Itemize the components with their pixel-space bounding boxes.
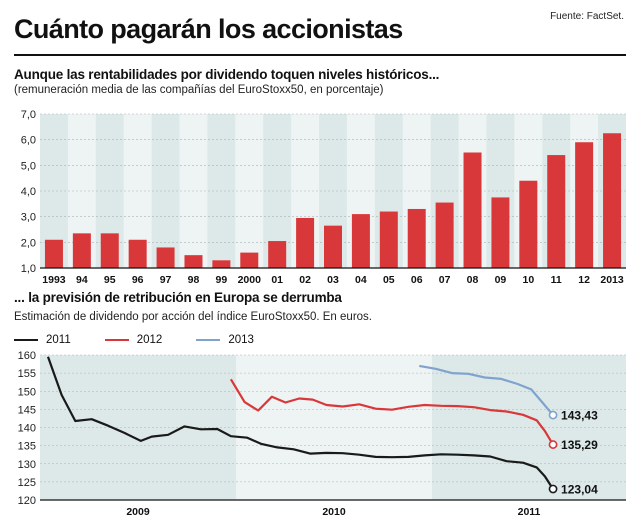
- y-tick-label-6,0: 6,0: [21, 135, 36, 147]
- end-marker-2013: [548, 410, 558, 420]
- y-tick-label-1,0: 1,0: [21, 263, 36, 275]
- x-tick-label-01: 01: [271, 274, 283, 285]
- line-chart-legend: 2011 2012 2013: [14, 333, 288, 347]
- x-tick-label-2000: 2000: [238, 274, 262, 285]
- source-note: Fuente: FactSet.: [550, 11, 624, 22]
- legend-item-2012: 2012: [104, 334, 163, 346]
- bar-99: [212, 260, 231, 268]
- legend-swatch-2012: [104, 339, 129, 341]
- y-tick-label-145: 145: [18, 404, 36, 416]
- legend-item-2011: 2011: [14, 334, 71, 346]
- bar-95: [100, 233, 119, 268]
- end-label-2013: 143,43: [561, 409, 598, 423]
- y-tick-label-150: 150: [18, 386, 36, 398]
- x-tick-label-2009: 2009: [126, 506, 150, 518]
- x-tick-label-1993: 1993: [42, 274, 66, 285]
- y-tick-label-5,0: 5,0: [21, 160, 36, 172]
- x-tick-label-04: 04: [355, 274, 367, 285]
- y-tick-label-160: 160: [18, 350, 36, 362]
- x-tick-label-10: 10: [522, 274, 534, 285]
- end-marker-2011: [548, 484, 558, 494]
- x-tick-label-09: 09: [495, 274, 507, 285]
- bar-08: [463, 152, 482, 268]
- bar-2000: [240, 252, 259, 268]
- page-title: Cuánto pagarán los accionistas: [14, 14, 403, 44]
- y-tick-label-120: 120: [18, 495, 36, 507]
- x-tick-label-98: 98: [188, 274, 200, 285]
- bar-05: [379, 211, 398, 268]
- end-label-2011: 123,04: [561, 482, 598, 496]
- dividend-estimate-line-chart: 120 125 130 135 140 145 150 155 160 123,04 135,29 1…: [18, 350, 626, 518]
- x-tick-label-07: 07: [439, 274, 451, 285]
- x-tick-label-2011: 2011: [518, 506, 541, 518]
- y-tick-label-135: 135: [18, 441, 36, 453]
- series-line-2012: [229, 378, 554, 446]
- legend-label-2012: 2012: [136, 334, 163, 346]
- x-tick-label-06: 06: [411, 274, 423, 285]
- legend-item-2013: 2013: [196, 334, 254, 346]
- legend-swatch-2011: [14, 339, 38, 341]
- x-tick-label-99: 99: [216, 274, 228, 285]
- bar-01: [268, 241, 287, 268]
- end-marker-2012: [548, 440, 558, 449]
- bar-06: [407, 208, 426, 268]
- bar-94: [72, 233, 91, 268]
- bar-04: [351, 214, 370, 268]
- bar-chart-subtitle: (remuneración media de las compañías del…: [14, 84, 384, 96]
- title-rule: [14, 54, 626, 56]
- bar-02: [296, 217, 315, 268]
- x-tick-label-2013: 2013: [600, 274, 624, 285]
- x-tick-label-08: 08: [467, 274, 479, 285]
- x-tick-label-12: 12: [578, 274, 590, 285]
- line-chart-subtitle: Estimación de dividendo por acción del í…: [14, 311, 372, 323]
- legend-label-2013: 2013: [228, 334, 254, 346]
- bar-98: [184, 255, 203, 268]
- x-tick-label-03: 03: [327, 274, 339, 285]
- dividend-yield-bar-chart: 1,0 2,0 3,0 4,0 5,0 6,0 7,0 1993 94 95 96 97 98 99 200…: [21, 109, 626, 285]
- x-tick-label-94: 94: [76, 274, 88, 285]
- x-tick-label-11: 11: [551, 274, 562, 285]
- y-tick-label-125: 125: [18, 477, 36, 489]
- bar-10: [519, 180, 538, 268]
- x-tick-label-02: 02: [299, 274, 311, 285]
- x-tick-label-97: 97: [160, 274, 172, 285]
- y-tick-label-4,0: 4,0: [21, 186, 36, 198]
- y-tick-label-3,0: 3,0: [21, 212, 36, 224]
- x-tick-label-2010: 2010: [322, 506, 346, 518]
- y-tick-label-2,0: 2,0: [21, 237, 36, 249]
- bar-07: [435, 202, 454, 268]
- y-tick-label-140: 140: [18, 423, 36, 435]
- bar-11: [547, 155, 566, 268]
- x-tick-label-05: 05: [383, 274, 395, 285]
- series-line-2013: [419, 364, 554, 416]
- bar-96: [128, 239, 147, 268]
- series-line-2011: [46, 356, 554, 490]
- x-tick-label-95: 95: [104, 274, 116, 285]
- bar-2013: [603, 133, 622, 268]
- bar-1993: [44, 239, 63, 268]
- bar-03: [324, 225, 342, 268]
- end-label-2012: 135,29: [561, 438, 598, 452]
- bar-09: [491, 197, 510, 268]
- y-tick-label-130: 130: [18, 459, 36, 471]
- legend-swatch-2013: [196, 339, 221, 341]
- legend-label-2011: 2011: [46, 334, 71, 346]
- y-tick-label-7,0: 7,0: [21, 109, 36, 121]
- bar-97: [156, 247, 175, 268]
- bar-chart-title: Aunque las rentabilidades por dividendo …: [14, 67, 440, 82]
- y-tick-label-155: 155: [18, 368, 36, 380]
- x-tick-label-96: 96: [132, 274, 144, 285]
- line-chart-title: ... la previsión de retribución en Europ…: [14, 290, 342, 305]
- bar-12: [575, 142, 594, 268]
